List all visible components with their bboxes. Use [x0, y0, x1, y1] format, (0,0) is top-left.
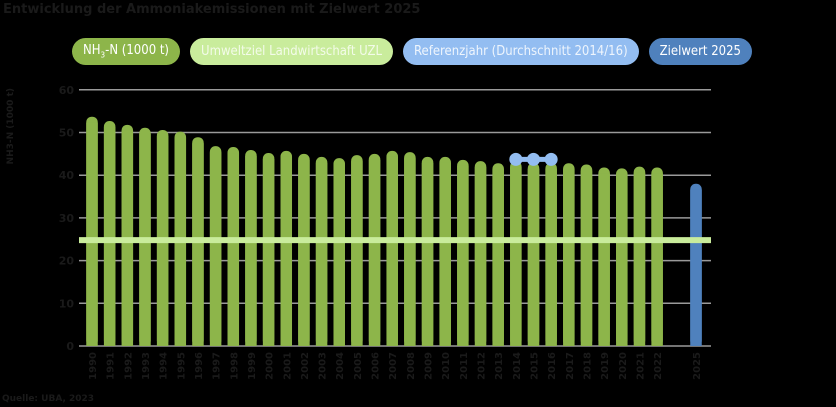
legend-item-nh3: NH3-N (1000 t) — [72, 38, 180, 65]
reference-marker — [509, 152, 523, 166]
x-tick-label: 1999 — [247, 352, 258, 380]
x-tick-label: 1991 — [106, 352, 117, 380]
bar-body — [510, 167, 522, 346]
bar-body — [474, 167, 487, 346]
x-tick-label: 2019 — [600, 352, 611, 380]
x-tick-label: 2002 — [300, 352, 311, 380]
y-tick-label: 10 — [59, 297, 75, 310]
x-tick-label: 2018 — [582, 352, 593, 380]
bar-body — [262, 158, 275, 346]
x-tick-label: 1993 — [141, 352, 152, 380]
x-tick-label: 2004 — [335, 352, 346, 380]
bar-body — [298, 159, 310, 346]
bar-body — [351, 161, 363, 346]
x-tick-label: 2012 — [477, 352, 488, 380]
legend-label: Referenzjahr (Durchschnitt 2014/16) — [413, 44, 628, 59]
bar-body — [103, 126, 116, 346]
legend-item-uzl: Umweltziel Landwirtschaft UZL — [190, 38, 393, 65]
bar-body — [245, 156, 257, 346]
x-tick-label: 2020 — [618, 352, 629, 380]
x-tick-label: 2001 — [282, 352, 293, 380]
bar-body — [192, 143, 204, 346]
x-tick-label: 1998 — [229, 352, 240, 380]
x-tick-label: 2007 — [388, 352, 399, 380]
bar-body — [633, 172, 646, 346]
bar-body — [386, 156, 398, 346]
legend-label: Zielwert 2025 — [659, 44, 741, 59]
y-tick-label: 60 — [59, 84, 75, 97]
bar-body — [527, 168, 540, 346]
bar-body — [563, 169, 575, 346]
reference-marker — [527, 152, 540, 166]
x-tick-label: 1994 — [159, 352, 170, 380]
bar-body — [404, 158, 416, 346]
x-tick-label: 1997 — [212, 352, 223, 380]
legend-label: NH3-N (1000 t) — [83, 43, 169, 60]
x-tick-label: 2011 — [459, 352, 470, 380]
x-tick-label: 2009 — [424, 352, 435, 380]
bar-body — [86, 122, 98, 347]
bar-body — [315, 162, 328, 346]
bar-body — [492, 169, 504, 346]
source-note: Quelle: UBA, 2023 — [2, 394, 95, 404]
bar-body — [209, 152, 222, 346]
y-tick-label: 20 — [59, 255, 75, 268]
bar-body — [651, 173, 663, 346]
bar-body — [598, 173, 610, 346]
x-tick-label: 2017 — [565, 352, 576, 380]
bar-body — [616, 174, 628, 346]
bar-body — [457, 165, 469, 346]
x-tick-label: 2021 — [635, 352, 646, 380]
x-tick-label: 1995 — [176, 352, 187, 380]
x-tick-label: 2010 — [441, 352, 452, 380]
bar-body — [280, 156, 293, 346]
x-tick-label: 2013 — [494, 352, 505, 380]
bar-body — [545, 168, 557, 346]
legend-label: Umweltziel Landwirtschaft UZL — [201, 44, 382, 59]
chart-title: Entwicklung der Ammoniakemissionen mit Z… — [3, 2, 421, 17]
bar-body — [227, 153, 240, 346]
x-tick-label: 1992 — [123, 352, 134, 380]
y-tick-label: 30 — [59, 212, 75, 225]
x-tick-label: 1990 — [88, 352, 99, 380]
x-tick-label: 1996 — [194, 352, 205, 380]
y-tick-label: 0 — [66, 340, 74, 353]
x-tick-label: 2014 — [512, 352, 523, 380]
x-tick-label: 2000 — [265, 352, 276, 380]
legend: NH3-N (1000 t) Umweltziel Landwirtschaft… — [72, 38, 752, 65]
y-tick-label: 50 — [59, 127, 75, 140]
bar-body — [690, 189, 702, 346]
bar-body — [368, 159, 381, 346]
bar-body — [580, 170, 593, 346]
bar-body — [333, 164, 345, 346]
legend-item-target: Zielwert 2025 — [648, 38, 752, 65]
bar-body — [421, 162, 434, 346]
x-tick-label: 2022 — [653, 352, 664, 380]
reference-marker — [544, 152, 558, 166]
x-tick-label: 2025 — [692, 352, 703, 380]
x-tick-label: 2005 — [353, 352, 364, 380]
x-tick-label: 2016 — [547, 352, 558, 380]
bar-body — [439, 162, 451, 346]
x-tick-label: 2003 — [318, 352, 329, 380]
y-tick-label: 40 — [59, 169, 75, 182]
legend-item-reference: Referenzjahr (Durchschnitt 2014/16) — [402, 38, 639, 65]
x-tick-label: 2006 — [371, 352, 382, 380]
x-tick-label: 2015 — [530, 352, 541, 380]
x-tick-label: 2008 — [406, 352, 417, 380]
